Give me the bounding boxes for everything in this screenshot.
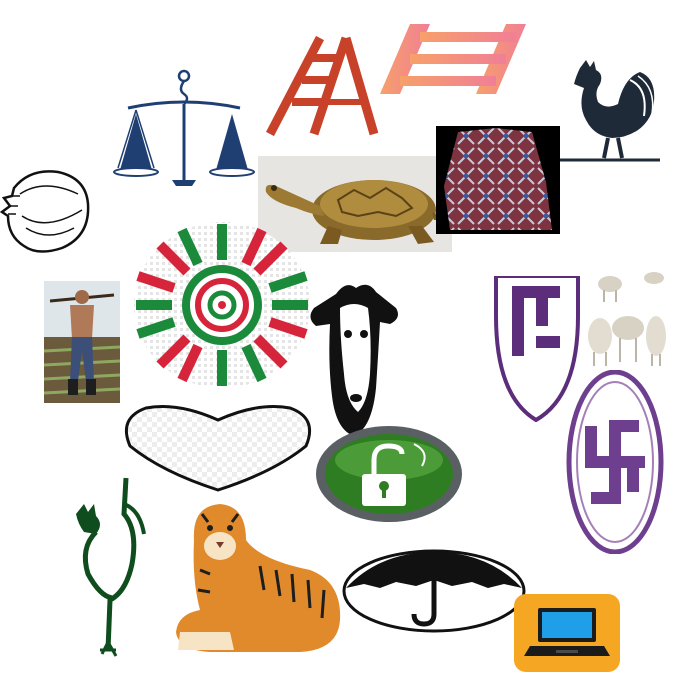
sheep-herd-image xyxy=(584,266,668,368)
patterned-fabric-image xyxy=(436,126,560,234)
ladder-red-icon xyxy=(262,36,378,136)
purple-emblem-half-icon xyxy=(492,276,582,422)
farmer-photo-image xyxy=(44,281,120,403)
rooster-dark-icon xyxy=(560,58,660,166)
rooster-green-icon xyxy=(66,474,148,660)
umbrella-oval-icon xyxy=(340,548,528,634)
scales-icon xyxy=(108,68,260,188)
goat-head-icon xyxy=(306,278,402,438)
laptop-icon xyxy=(512,592,622,674)
tortoise-figurine-image xyxy=(258,156,452,252)
ladder-pink-icon xyxy=(378,22,528,96)
tiger-image xyxy=(170,500,344,660)
green-unlock-badge-icon xyxy=(314,424,464,524)
heart-outline-icon xyxy=(122,402,314,494)
purple-swastika-emblem-icon xyxy=(566,370,664,554)
seashell-icon xyxy=(0,166,92,258)
woven-basket-image xyxy=(132,220,312,390)
